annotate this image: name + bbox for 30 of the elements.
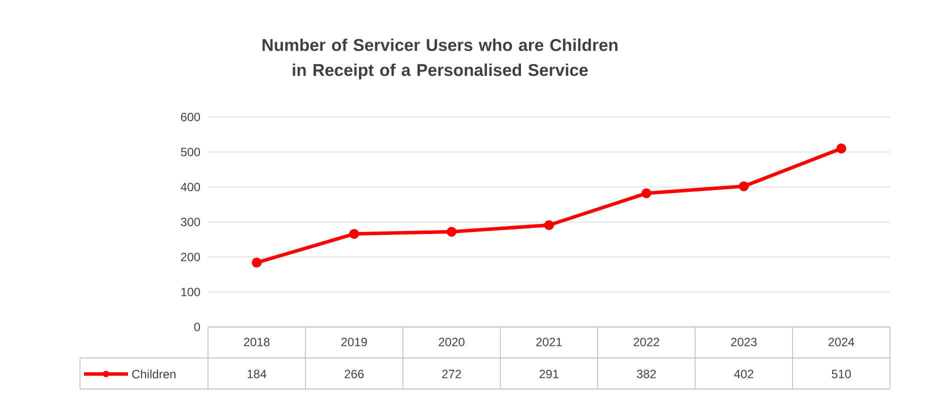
point [349,228,360,239]
data-label: 272 [442,370,461,378]
x-tick-label: 2023 [731,338,757,346]
data-label: 382 [636,370,656,378]
y-tick-label: 600 [181,112,200,122]
y-tick-label: 400 [180,182,200,192]
data-label: 266 [344,370,364,378]
point [836,144,846,154]
y-tick-label: 100 [181,288,200,296]
point [738,181,749,192]
point [252,258,262,268]
x-tick-label: 2024 [828,338,854,346]
chart-title: Number of Servicer Users who are Children in Receipt of a Personalised Service [262,38,618,80]
data-label: 291 [540,370,558,378]
x-tick-label: 2018 [244,338,270,346]
point [641,188,652,198]
data-label: 184 [248,370,266,378]
point [446,226,457,237]
x-tick-label: 2020 [438,338,464,346]
point [544,220,554,230]
y-tick-label: 200 [181,252,200,262]
legend-label: Children [132,370,176,378]
y-tick-label: 0 [194,322,200,332]
x-tick-label: 2019 [341,338,367,346]
y-tick-label: 500 [180,148,200,156]
x-tick-label: 2021 [536,338,562,346]
data-label: 402 [734,370,754,378]
data-label: 510 [832,370,851,378]
y-tick-label: 300 [180,218,200,226]
x-tick-label: 2022 [634,338,660,346]
